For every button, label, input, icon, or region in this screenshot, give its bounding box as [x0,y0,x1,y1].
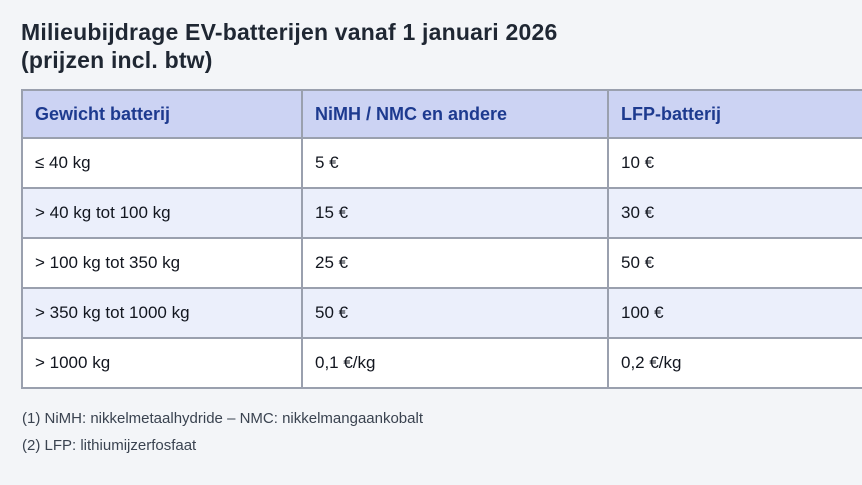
table-cell-weight: > 40 kg tot 100 kg [21,187,303,239]
table-cell-weight: ≤ 40 kg [21,137,303,189]
page-title-line1: Milieubijdrage EV-batterijen vanaf 1 jan… [21,19,558,45]
table-header-row: Gewicht batterij NiMH / NMC en andere LF… [21,89,862,139]
table-cell-nimh-price: 5 € [301,137,609,189]
table-body: ≤ 40 kg 5 € 10 € > 40 kg tot 100 kg 15 €… [21,137,862,389]
table-cell-lfp-price: 10 € [607,137,862,189]
table-cell-nimh-price: 15 € [301,187,609,239]
table-cell-weight: > 100 kg tot 350 kg [21,237,303,289]
table-cell-weight: > 1000 kg [21,337,303,389]
footnote-nimh-nmc: (1) NiMH: nikkelmetaalhydride – NMC: nik… [22,410,423,427]
table-cell-nimh-price: 50 € [301,287,609,339]
table-cell-nimh-price: 0,1 €/kg [301,337,609,389]
table-cell-lfp-price: 100 € [607,287,862,339]
footnotes: (1) NiMH: nikkelmetaalhydride – NMC: nik… [21,410,841,455]
table-cell-lfp-price: 0,2 €/kg [607,337,862,389]
table-row: ≤ 40 kg 5 € 10 € [21,137,862,189]
table-header: Gewicht batterij NiMH / NMC en andere LF… [21,89,862,139]
table-row: > 350 kg tot 1000 kg 50 € 100 € [21,287,862,339]
table-row: > 40 kg tot 100 kg 15 € 30 € [21,187,862,239]
table-cell-lfp-price: 50 € [607,237,862,289]
page-title-line2: (prijzen incl. btw) [21,47,213,73]
table-cell-nimh-price: 25 € [301,237,609,289]
battery-contribution-table: Gewicht batterij NiMH / NMC en andere LF… [21,89,862,389]
table-row: > 1000 kg 0,1 €/kg 0,2 €/kg [21,337,862,389]
table-cell-lfp-price: 30 € [607,187,862,239]
page-title: Milieubijdrage EV-batterijen vanaf 1 jan… [21,18,841,74]
column-header-gewicht-batterij: Gewicht batterij [21,89,303,139]
table-row: > 100 kg tot 350 kg 25 € 50 € [21,237,862,289]
footnote-lfp: (2) LFP: lithiumijzerfosfaat [22,437,197,454]
column-header-nimh-nmc: NiMH / NMC en andere [301,89,609,139]
column-header-lfp-batterij: LFP-batterij [607,89,862,139]
table-cell-weight: > 350 kg tot 1000 kg [21,287,303,339]
